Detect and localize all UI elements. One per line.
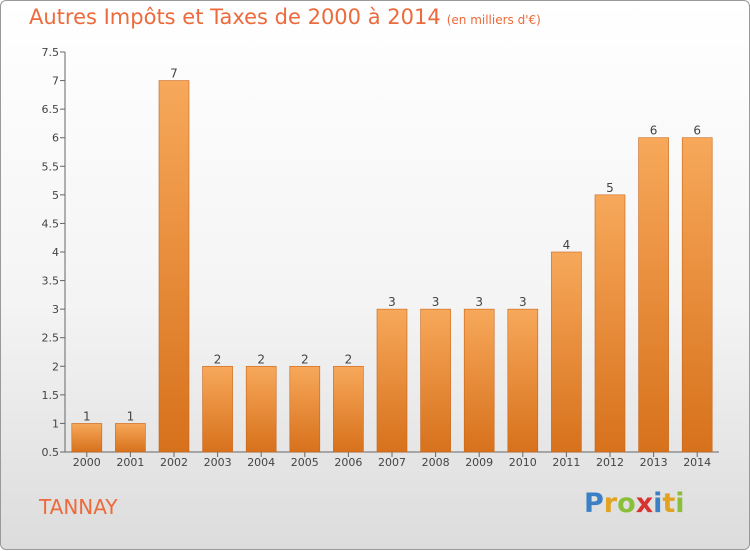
y-tick-label: 3.5	[42, 275, 60, 288]
bar-2014	[681, 137, 713, 453]
x-tick-label: 2002	[160, 456, 188, 469]
data-label: 1	[83, 409, 91, 423]
y-tick-label: 2	[52, 360, 59, 373]
data-label: 3	[432, 295, 440, 309]
x-tick-label: 2005	[291, 456, 319, 469]
bar-2000	[71, 423, 103, 453]
bar-2010	[507, 308, 539, 453]
y-tick-label: 1	[52, 417, 59, 430]
bar-2004	[245, 365, 277, 453]
y-tick-label: 4.5	[42, 217, 60, 230]
x-tick-label: 2008	[422, 456, 450, 469]
x-tick-label: 2003	[204, 456, 232, 469]
chart-unit: (en milliers d'€)	[446, 13, 541, 27]
x-tick-label: 2001	[116, 456, 144, 469]
data-label: 7	[170, 67, 178, 81]
logo-letter: x	[635, 488, 654, 519]
x-tick-label: 2011	[552, 456, 580, 469]
chart-title-text: Autres Impôts et Taxes de 2000 à 2014	[29, 5, 441, 29]
y-tick-label: 7	[52, 75, 59, 88]
data-label: 4	[563, 238, 571, 252]
proxiti-logo[interactable]: Proxiti	[584, 488, 685, 519]
data-label: 6	[693, 124, 701, 138]
y-tick-label: 5.5	[42, 160, 60, 173]
bar-2006	[333, 365, 364, 453]
bar-2011	[551, 251, 582, 453]
bar-2001	[115, 423, 146, 453]
logo-letter: P	[584, 488, 604, 519]
x-tick-label: 2000	[73, 456, 101, 469]
x-tick-label: 2007	[378, 456, 406, 469]
y-tick-label: 5	[52, 189, 59, 202]
x-tick-label: 2006	[334, 456, 362, 469]
data-label: 2	[301, 352, 309, 366]
data-label: 3	[388, 295, 396, 309]
x-tick-label: 2013	[640, 456, 668, 469]
commune-name: TANNAY	[39, 495, 118, 519]
bar-2012	[594, 194, 626, 453]
y-tick-label: 6.5	[42, 103, 60, 116]
x-tick-label: 2014	[683, 456, 711, 469]
bar-2002	[158, 80, 190, 453]
data-label: 1	[127, 409, 135, 423]
chart-title: Autres Impôts et Taxes de 2000 à 2014 (en…	[29, 5, 541, 29]
x-tick-label: 2004	[247, 456, 275, 469]
y-tick-label: 0.5	[42, 446, 60, 459]
y-tick-label: 6	[52, 132, 59, 145]
logo-letter: t	[662, 488, 676, 519]
logo-letter: i	[675, 488, 685, 519]
data-label: 2	[214, 352, 222, 366]
y-tick-label: 2.5	[42, 332, 60, 345]
bar-2005	[289, 365, 321, 453]
bar-2007	[376, 308, 408, 453]
data-label: 3	[475, 295, 483, 309]
y-tick-label: 1.5	[42, 389, 60, 402]
bar-2003	[202, 365, 233, 453]
y-tick-label: 7.5	[42, 46, 60, 59]
data-label: 3	[519, 295, 527, 309]
data-label: 6	[650, 124, 658, 138]
logo-letter: i	[653, 488, 663, 519]
x-tick-label: 2012	[596, 456, 624, 469]
data-label: 2	[345, 352, 353, 366]
logo-letter: r	[603, 488, 618, 519]
y-tick-label: 3	[52, 303, 59, 316]
logo-letter: o	[617, 488, 636, 519]
x-tick-label: 2009	[465, 456, 493, 469]
bar-2013	[638, 137, 669, 453]
bar-2009	[463, 308, 495, 453]
data-label: 5	[606, 181, 614, 195]
y-tick-label: 4	[52, 246, 59, 259]
bar-2008	[420, 308, 451, 453]
data-label: 2	[257, 352, 265, 366]
x-tick-label: 2010	[509, 456, 537, 469]
